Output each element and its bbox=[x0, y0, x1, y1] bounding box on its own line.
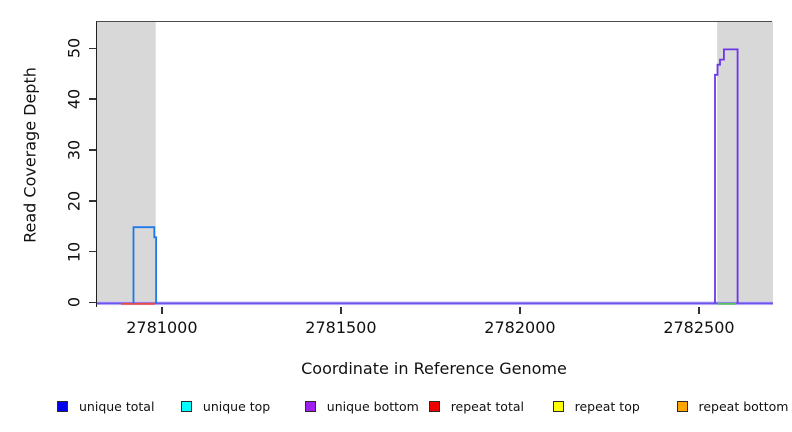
y-tick-label-20: 20 bbox=[64, 190, 84, 211]
y-tick-0 bbox=[89, 301, 96, 304]
legend-swatch-unique-bottom bbox=[304, 400, 316, 412]
x-tick-2782500 bbox=[698, 307, 700, 314]
legend-label-repeat-bottom: repeat bottom bbox=[698, 398, 789, 414]
x-tick-label-2781000: 2781000 bbox=[126, 318, 198, 337]
left-repeat-region bbox=[97, 22, 156, 304]
legend-entry-unique-top: unique top bbox=[180, 398, 271, 414]
x-tick-2781000 bbox=[161, 307, 163, 314]
x-tick-label-2782500: 2782500 bbox=[663, 318, 735, 337]
series-unique-total bbox=[132, 226, 157, 304]
legend-entry-unique-bottom: unique bottom bbox=[304, 398, 419, 414]
legend-entry-repeat-total: repeat total bbox=[428, 398, 524, 414]
x-tick-label-2781500: 2781500 bbox=[305, 318, 377, 337]
legend-entry-repeat-top: repeat top bbox=[552, 398, 640, 414]
y-tick-label-10: 10 bbox=[64, 241, 84, 262]
x-tick-2782000 bbox=[519, 307, 521, 314]
legend-label-unique-top: unique top bbox=[202, 398, 271, 414]
legend-label-repeat-total: repeat total bbox=[450, 398, 524, 414]
series-unique-bottom bbox=[714, 48, 739, 304]
legend-label-repeat-top: repeat top bbox=[574, 398, 640, 414]
y-tick-50 bbox=[89, 47, 96, 50]
x-axis-label: Coordinate in Reference Genome bbox=[301, 359, 567, 378]
y-tick-40 bbox=[89, 98, 96, 100]
plot-area bbox=[96, 21, 773, 307]
legend-swatch-unique-total bbox=[57, 400, 68, 412]
y-tick-label-50: 50 bbox=[64, 38, 84, 59]
legend-swatch-repeat-bottom bbox=[676, 400, 688, 412]
legend-label-unique-bottom: unique bottom bbox=[326, 398, 419, 414]
x-tick-label-2782000: 2782000 bbox=[484, 318, 556, 337]
x-tick-2781500 bbox=[340, 307, 342, 314]
chart-legend: unique total unique top unique bottom repea… bbox=[0, 398, 792, 418]
legend-entry-repeat-bottom: repeat bottom bbox=[676, 398, 789, 414]
y-tick-label-0: 0 bbox=[64, 297, 84, 308]
y-tick-label-30: 30 bbox=[64, 139, 84, 161]
y-tick-30 bbox=[89, 149, 96, 151]
y-tick-20 bbox=[89, 200, 96, 202]
legend-swatch-repeat-top bbox=[552, 400, 564, 412]
right-repeat-region bbox=[717, 22, 773, 304]
chart-canvas bbox=[97, 22, 773, 306]
legend-label-unique-total: unique total bbox=[79, 398, 155, 414]
y-tick-10 bbox=[89, 250, 96, 253]
y-axis-label: Read Coverage Depth bbox=[20, 67, 40, 243]
y-tick-label-40: 40 bbox=[64, 89, 84, 110]
legend-entry-unique-total: unique total bbox=[57, 398, 154, 414]
legend-swatch-unique-top bbox=[180, 400, 192, 412]
legend-swatch-repeat-total bbox=[428, 400, 440, 412]
